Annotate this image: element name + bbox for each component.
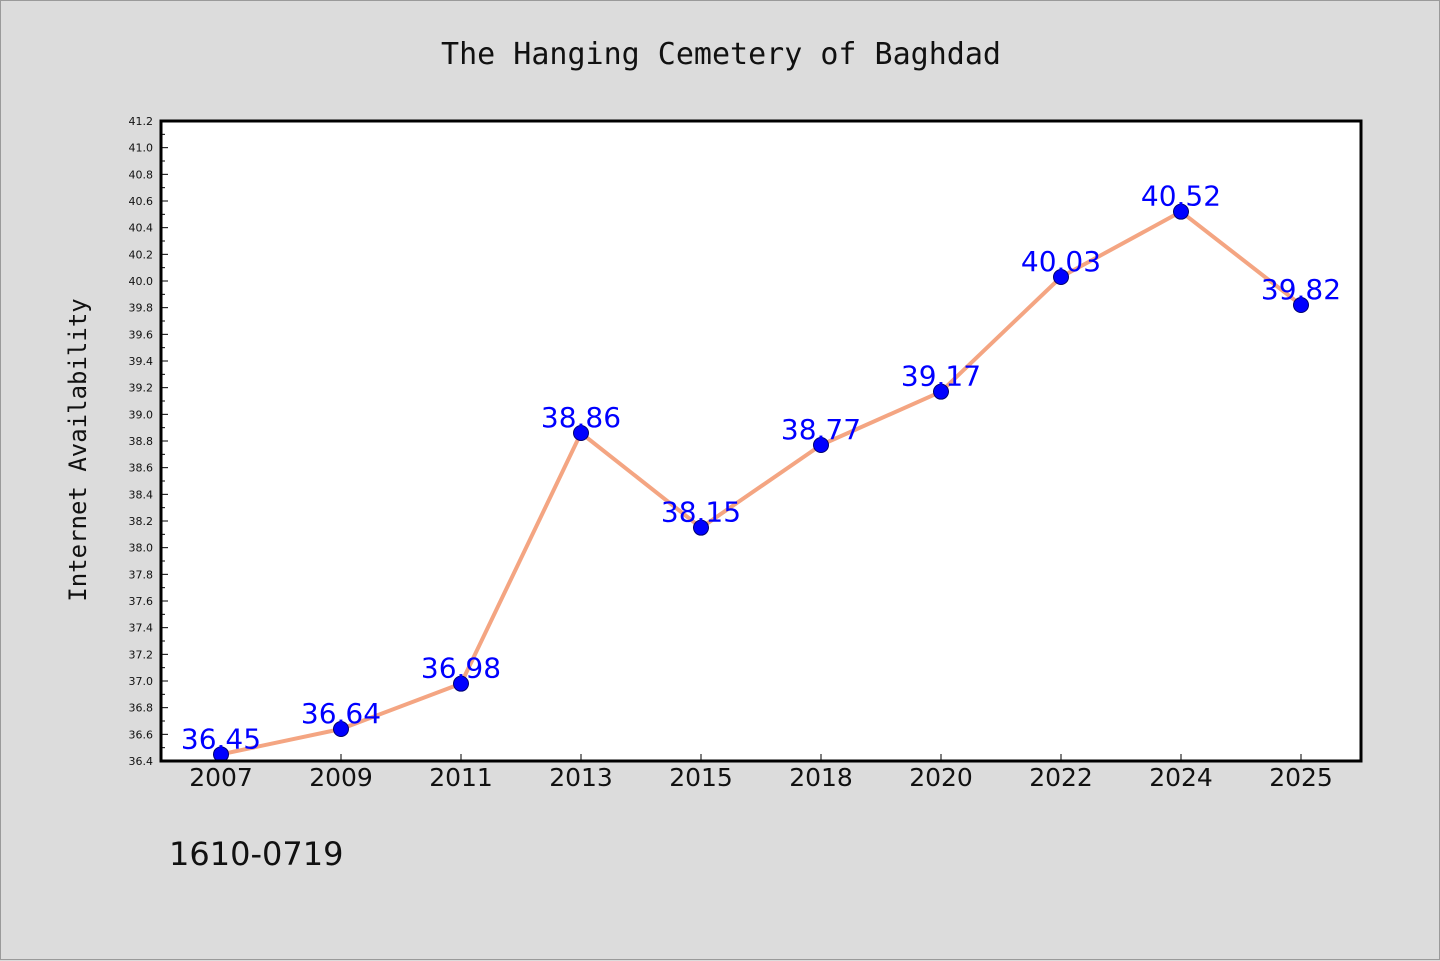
data-point <box>453 675 469 692</box>
data-label: 39.17 <box>901 360 981 393</box>
data-point <box>813 437 829 453</box>
x-tick-label: 2015 <box>669 763 733 792</box>
series-line <box>220 209 1303 757</box>
y-tick-label: 37.0 <box>129 675 154 688</box>
y-tick-label: 37.8 <box>129 568 154 581</box>
y-tick-label: 40.2 <box>129 248 154 261</box>
y-tick-label: 41.2 <box>129 115 154 128</box>
data-point <box>1173 203 1189 220</box>
y-tick-label: 36.4 <box>129 755 154 768</box>
y-tick-label: 38.6 <box>129 462 154 475</box>
data-point <box>1053 269 1069 285</box>
y-tick-label: 38.0 <box>129 542 154 555</box>
chart-title: The Hanging Cemetery of Baghdad <box>441 37 1001 72</box>
x-tick-label: 2009 <box>309 763 373 792</box>
x-tick-label: 2013 <box>549 763 613 792</box>
x-tick-label: 2022 <box>1029 763 1093 792</box>
y-tick-label: 37.6 <box>129 595 154 608</box>
data-point <box>333 721 349 737</box>
data-point <box>693 519 709 536</box>
x-tick-label: 2025 <box>1269 763 1333 792</box>
data-label: 36.45 <box>181 722 261 755</box>
data-point <box>1293 297 1309 313</box>
data-point <box>933 383 949 400</box>
y-tick-label: 38.2 <box>129 515 154 528</box>
y-tick-label: 39.6 <box>129 328 154 341</box>
footnote-text: 1610-0719 <box>169 835 343 873</box>
y-tick-label: 37.2 <box>129 648 154 661</box>
y-tick-label: 38.8 <box>129 435 154 448</box>
x-tick-label: 2018 <box>789 763 853 792</box>
y-tick-label: 38.4 <box>129 488 154 501</box>
y-tick-label: 39.4 <box>129 355 154 368</box>
y-tick-label: 36.6 <box>129 728 154 741</box>
y-tick-label: 36.8 <box>129 702 154 715</box>
data-label: 36.64 <box>301 697 381 730</box>
x-tick-label: 2011 <box>429 763 493 792</box>
y-tick-label: 39.2 <box>129 382 154 395</box>
y-tick-label: 40.8 <box>129 168 154 181</box>
data-label: 36.98 <box>421 652 501 685</box>
data-label: 38.86 <box>541 401 621 434</box>
y-tick-label: 40.6 <box>129 195 154 208</box>
data-label: 38.77 <box>781 413 861 446</box>
x-tick-label: 2024 <box>1149 763 1213 792</box>
data-label: 38.15 <box>661 496 741 529</box>
data-point <box>573 425 589 441</box>
y-tick-label: 40.0 <box>129 275 154 288</box>
y-axis-label: Internet Availability <box>64 298 92 601</box>
plot-border <box>159 119 1363 763</box>
y-tick-label: 40.4 <box>129 222 154 235</box>
x-tick-label: 2007 <box>189 763 253 792</box>
x-tick-label: 2020 <box>909 763 973 792</box>
x-axis: 2007 2009 2011 2013 2015 2018 2020 2022 2024 2025 <box>189 754 1333 792</box>
data-label: 40.52 <box>1141 180 1221 213</box>
data-label: 39.82 <box>1261 273 1341 306</box>
y-tick-label: 39.8 <box>129 302 154 315</box>
y-tick-label: 37.4 <box>129 622 154 635</box>
y-tick-label: 41.0 <box>129 142 154 155</box>
y-tick-label: 39.0 <box>129 408 154 421</box>
y-axis: 36.4 36.6 36.8 37.0 37.2 37.4 37.6 37.8 38.0 38.2… <box>129 115 168 768</box>
plot-area <box>161 121 1361 761</box>
series-group: 36.45 36.64 36.98 38.86 38.15 38.77 39.17 40.03… <box>181 180 1341 763</box>
data-label: 40.03 <box>1021 245 1101 278</box>
